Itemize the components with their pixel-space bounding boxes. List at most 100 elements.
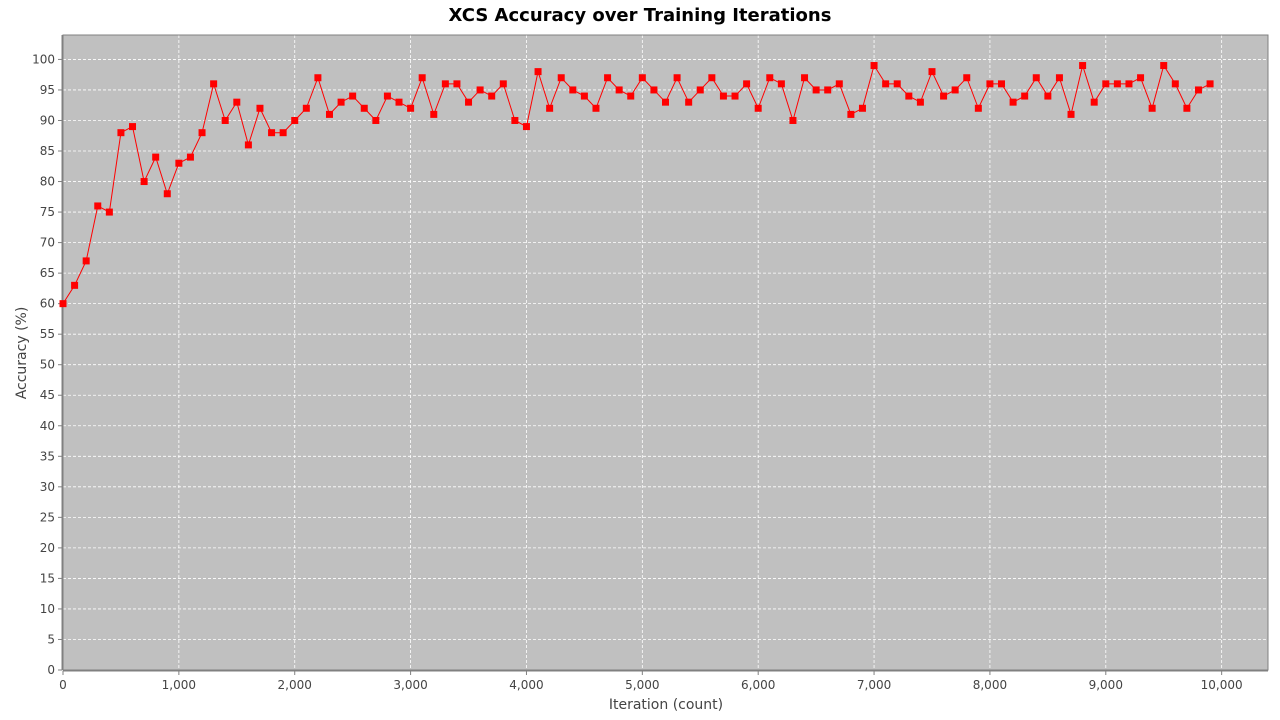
data-point	[719, 92, 727, 100]
data-point	[59, 300, 67, 308]
data-point	[685, 98, 693, 106]
data-point	[1067, 110, 1075, 118]
data-point	[858, 104, 866, 112]
data-point	[1102, 80, 1110, 88]
data-point	[766, 74, 774, 82]
data-point	[1009, 98, 1017, 106]
data-point	[383, 92, 391, 100]
data-point	[1032, 74, 1040, 82]
data-point	[256, 104, 264, 112]
x-tick-label: 9,000	[1089, 678, 1123, 692]
data-point	[465, 98, 473, 106]
y-tick-label: 35	[40, 449, 55, 463]
data-point	[673, 74, 681, 82]
data-point	[940, 92, 948, 100]
data-point	[186, 153, 194, 161]
y-tick-label: 0	[47, 663, 55, 677]
data-point	[638, 74, 646, 82]
y-tick-label: 55	[40, 327, 55, 341]
data-point	[905, 92, 913, 100]
data-point	[337, 98, 345, 106]
data-point	[708, 74, 716, 82]
data-point	[1090, 98, 1098, 106]
y-tick-label: 90	[40, 113, 55, 127]
data-point	[604, 74, 612, 82]
data-point	[105, 208, 113, 216]
data-point	[1021, 92, 1029, 100]
data-point	[418, 74, 426, 82]
data-point	[1055, 74, 1063, 82]
data-point	[302, 104, 310, 112]
data-point	[117, 129, 125, 137]
data-point	[731, 92, 739, 100]
y-tick-label: 60	[40, 297, 55, 311]
plot-area	[63, 35, 1268, 670]
x-tick-label: 2,000	[278, 678, 312, 692]
data-point	[835, 80, 843, 88]
data-point	[1079, 62, 1087, 70]
chart-title: XCS Accuracy over Training Iterations	[449, 5, 832, 26]
y-tick-label: 40	[40, 419, 55, 433]
data-point	[360, 104, 368, 112]
data-point	[1183, 104, 1191, 112]
y-axis-label: Accuracy (%)	[14, 307, 30, 400]
data-point	[974, 104, 982, 112]
y-tick-label: 10	[40, 602, 55, 616]
y-tick-label: 95	[40, 83, 55, 97]
y-tick-label: 100	[32, 52, 55, 66]
data-point	[291, 116, 299, 124]
y-tick-label: 25	[40, 510, 55, 524]
data-point	[882, 80, 890, 88]
axes	[61, 35, 1268, 672]
y-tick-label: 30	[40, 480, 55, 494]
x-tick-label: 10,000	[1201, 678, 1243, 692]
data-point	[511, 116, 519, 124]
data-point	[870, 62, 878, 70]
data-point	[349, 92, 357, 100]
data-point	[1148, 104, 1156, 112]
data-point	[847, 110, 855, 118]
data-point	[82, 257, 90, 265]
x-tick-label: 1,000	[162, 678, 196, 692]
data-point	[488, 92, 496, 100]
data-point	[140, 178, 148, 186]
data-point	[1044, 92, 1052, 100]
data-point	[928, 68, 936, 76]
data-point	[627, 92, 635, 100]
data-point	[71, 281, 79, 289]
data-point	[696, 86, 704, 94]
data-point	[951, 86, 959, 94]
data-point	[1206, 80, 1214, 88]
y-tick-label: 75	[40, 205, 55, 219]
data-point	[615, 86, 623, 94]
data-point	[662, 98, 669, 106]
x-tick-label: 7,000	[857, 678, 891, 692]
data-point	[1137, 74, 1145, 82]
y-tick-label: 80	[40, 175, 55, 189]
y-tick-label: 20	[40, 541, 55, 555]
data-point	[233, 98, 241, 106]
data-point	[998, 80, 1006, 88]
x-tick-label: 4,000	[509, 678, 543, 692]
plot-border	[62, 34, 1269, 671]
data-point	[210, 80, 218, 88]
y-tick-label: 5	[47, 632, 55, 646]
y-tick-label: 65	[40, 266, 55, 280]
data-point	[580, 92, 588, 100]
y-tick-label: 45	[40, 388, 55, 402]
data-point	[1194, 86, 1202, 94]
data-point	[546, 104, 554, 112]
data-point	[279, 129, 287, 137]
data-point	[175, 159, 183, 167]
data-point	[916, 98, 924, 106]
data-point	[395, 98, 403, 106]
data-point	[476, 86, 484, 94]
data-point	[650, 86, 658, 94]
x-tick-label: 3,000	[393, 678, 427, 692]
x-tick-label: 6,000	[741, 678, 775, 692]
grid-lines	[62, 35, 1268, 671]
data-point	[244, 141, 252, 149]
data-point	[801, 74, 809, 82]
y-tick-label: 15	[40, 571, 55, 585]
data-point	[1171, 80, 1179, 88]
